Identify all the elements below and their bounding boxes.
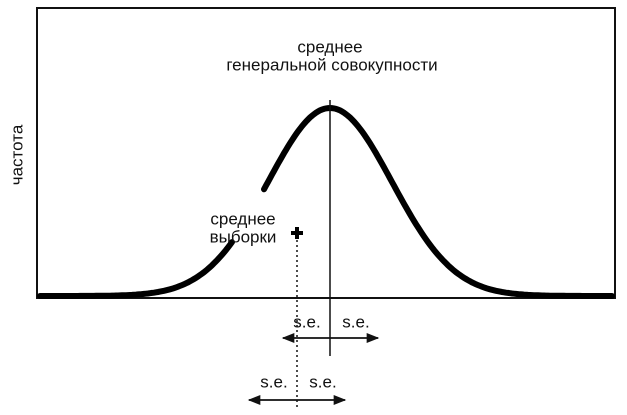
sample-mean-label: среднее bbox=[210, 209, 275, 228]
population-mean-label: среднее bbox=[297, 37, 362, 56]
curve-right bbox=[261, 104, 615, 299]
frame bbox=[36, 7, 616, 299]
y-axis-label: частота bbox=[7, 124, 26, 185]
se-label: s.e. bbox=[309, 372, 336, 391]
sample-mean-label: выборки bbox=[210, 227, 277, 246]
se-label: s.e. bbox=[293, 312, 320, 331]
curve-left bbox=[37, 239, 235, 299]
sample-mean-marker bbox=[291, 227, 303, 239]
se-label: s.e. bbox=[342, 312, 369, 331]
se-label: s.e. bbox=[260, 372, 287, 391]
population-mean-label: генеральной совокупности bbox=[226, 55, 437, 74]
